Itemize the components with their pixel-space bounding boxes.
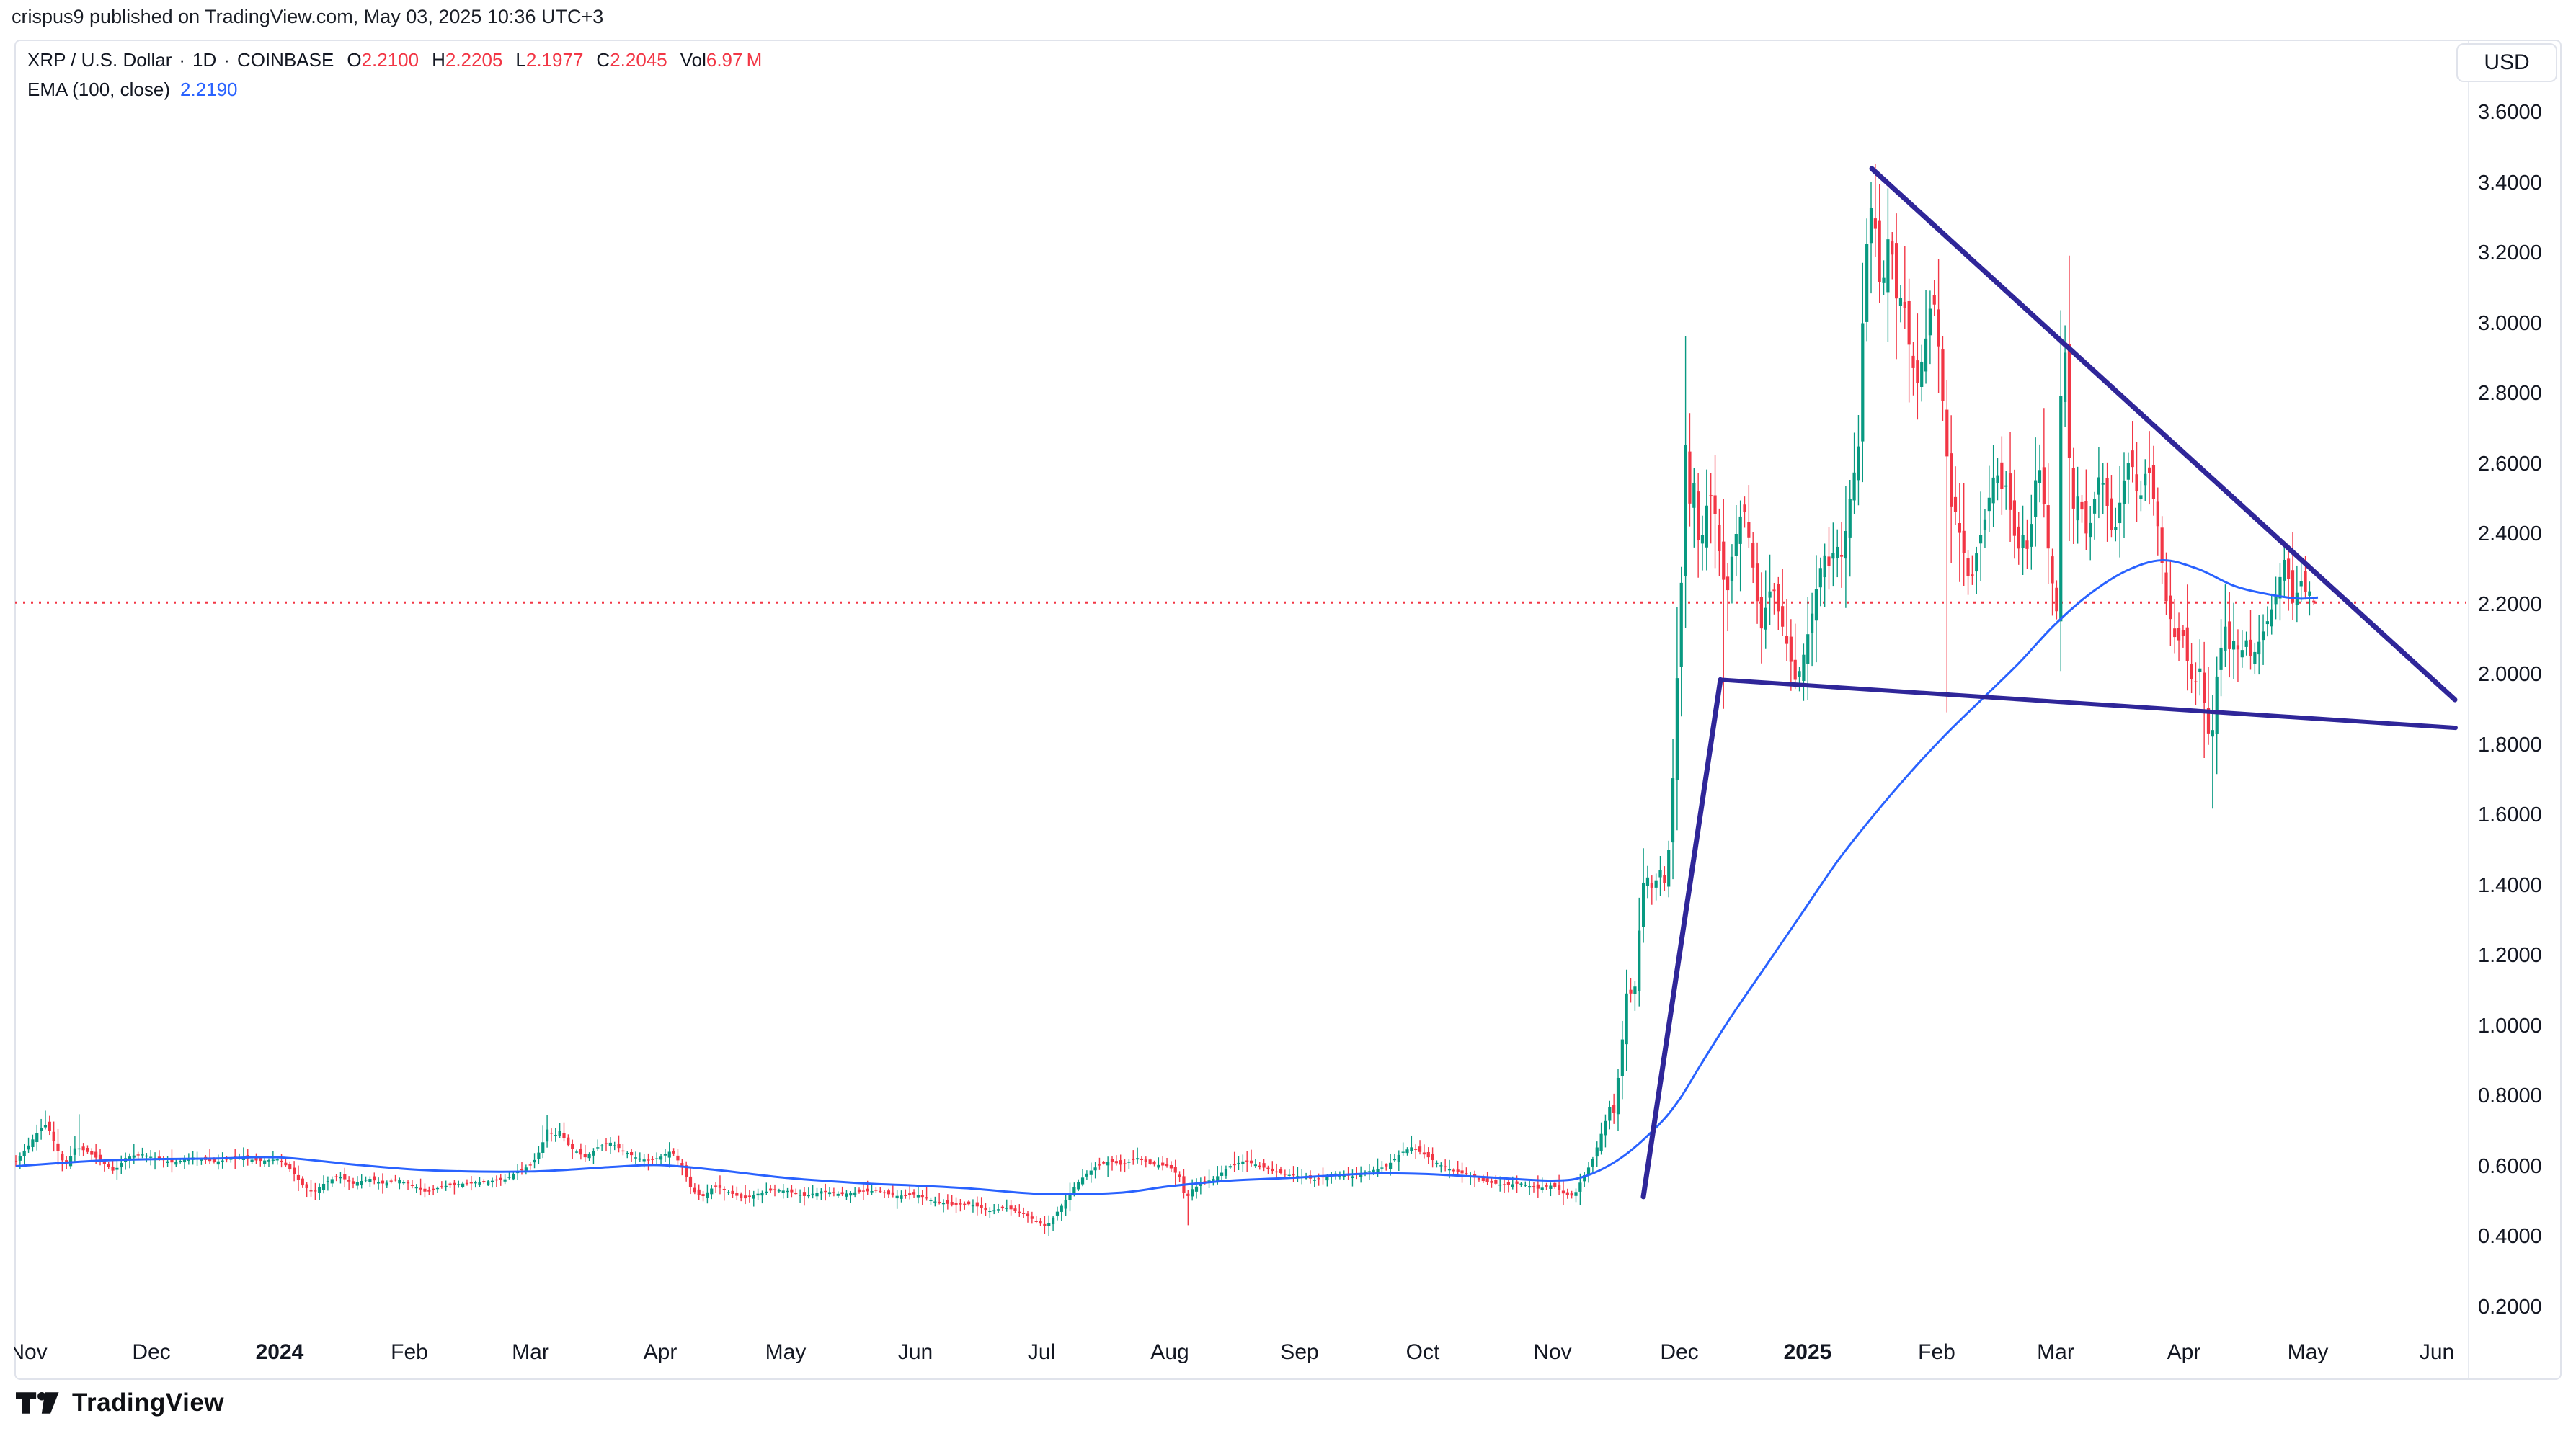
volume-label: Vol bbox=[680, 49, 706, 71]
interval-label[interactable]: 1D bbox=[192, 49, 217, 71]
time-tick-label: Nov bbox=[14, 1340, 48, 1364]
ema-line[interactable] bbox=[15, 559, 2319, 1195]
chart-legend: XRP / U.S. Dollar · 1D · COINBASE O 2.210… bbox=[27, 49, 762, 101]
time-tick-label: Mar bbox=[2037, 1340, 2074, 1364]
time-tick-label: Feb bbox=[1918, 1340, 1955, 1364]
price-axis[interactable]: 3.6000 3.4000 3.2000 3.0000 2.8000 2.6000 2.40… bbox=[2468, 40, 2576, 1380]
time-tick-label: 2024 bbox=[255, 1340, 304, 1364]
price-tick-label: 1.4000 bbox=[2478, 873, 2542, 897]
indicator-legend-row: EMA (100, close) 2.2190 bbox=[27, 79, 762, 101]
price-tick-label: 1.0000 bbox=[2478, 1014, 2542, 1038]
time-tick-label: 2025 bbox=[1783, 1340, 1832, 1364]
price-tick-label: 2.6000 bbox=[2478, 452, 2542, 476]
footer: TradingView bbox=[16, 1386, 224, 1419]
price-tick-label: 3.2000 bbox=[2478, 241, 2542, 264]
exchange-label: COINBASE bbox=[236, 49, 334, 71]
price-axis-separator bbox=[2468, 41, 2469, 1378]
attribution-text: crispus9 published on TradingView.com, M… bbox=[12, 6, 604, 27]
trendline-descending-resistance[interactable] bbox=[1869, 166, 2458, 703]
price-tick-label: 0.2000 bbox=[2478, 1295, 2542, 1319]
open-label: O bbox=[347, 49, 362, 71]
price-tick-label: 0.8000 bbox=[2478, 1084, 2542, 1107]
close-label: C bbox=[596, 49, 610, 71]
volume-value: 6.97 M bbox=[706, 49, 763, 71]
price-tick-label: 3.6000 bbox=[2478, 101, 2542, 124]
price-tick-label: 1.2000 bbox=[2478, 944, 2542, 967]
legend-separator: · bbox=[223, 49, 230, 71]
trendline-ascending-support[interactable] bbox=[1640, 677, 1723, 1200]
time-tick-label: Aug bbox=[1150, 1340, 1189, 1364]
tradingview-logo-icon[interactable] bbox=[16, 1386, 62, 1419]
brand-name[interactable]: TradingView bbox=[72, 1388, 225, 1417]
symbol-legend-row: XRP / U.S. Dollar · 1D · COINBASE O 2.210… bbox=[27, 49, 762, 71]
plot-area[interactable] bbox=[14, 164, 2466, 1236]
chart-card bbox=[14, 40, 2562, 1380]
time-tick-label: May bbox=[765, 1340, 807, 1364]
time-tick-label: Nov bbox=[1533, 1340, 1572, 1364]
time-tick-label: Sep bbox=[1280, 1340, 1319, 1364]
price-tick-label: 2.0000 bbox=[2478, 663, 2542, 686]
price-tick-label: 1.8000 bbox=[2478, 733, 2542, 757]
price-tick-label: 0.6000 bbox=[2478, 1154, 2542, 1178]
low-label: L bbox=[515, 49, 526, 71]
open-value: 2.2100 bbox=[361, 49, 419, 71]
price-tick-label: 2.8000 bbox=[2478, 382, 2542, 405]
time-tick-label: Mar bbox=[512, 1340, 549, 1364]
ema-indicator-label[interactable]: EMA (100, close) bbox=[27, 79, 170, 100]
high-value: 2.2205 bbox=[445, 49, 503, 71]
time-tick-label: Jun bbox=[2419, 1340, 2455, 1364]
time-tick-label: Jun bbox=[897, 1340, 933, 1364]
time-tick-label: Jul bbox=[1027, 1340, 1056, 1364]
currency-toggle[interactable]: USD bbox=[2456, 43, 2557, 82]
time-tick-label: Dec bbox=[1660, 1340, 1699, 1364]
price-tick-label: 3.4000 bbox=[2478, 171, 2542, 195]
close-value: 2.2045 bbox=[610, 49, 667, 71]
price-tick-label: 2.4000 bbox=[2478, 522, 2542, 545]
time-axis[interactable]: Nov Dec 2024 Feb Mar Apr May Jun Jul Aug Sep Oct Nov… bbox=[14, 1327, 2468, 1379]
legend-separator: · bbox=[179, 49, 186, 71]
time-tick-label: May bbox=[2287, 1340, 2329, 1364]
price-tick-label: 0.4000 bbox=[2478, 1225, 2542, 1248]
time-tick-label: Apr bbox=[643, 1340, 678, 1364]
trendline-lower-support[interactable] bbox=[1718, 677, 2458, 731]
time-tick-label: Feb bbox=[391, 1340, 428, 1364]
ema-indicator-value: 2.2190 bbox=[179, 79, 238, 100]
high-label: H bbox=[432, 49, 445, 71]
time-tick-label: Dec bbox=[132, 1340, 171, 1364]
candles-layer bbox=[15, 164, 2316, 1236]
low-value: 2.1977 bbox=[525, 49, 584, 71]
time-tick-label: Apr bbox=[2167, 1340, 2201, 1364]
symbol-title[interactable]: XRP / U.S. Dollar bbox=[27, 49, 172, 71]
price-tick-label: 3.0000 bbox=[2478, 311, 2542, 335]
price-tick-label: 1.6000 bbox=[2478, 803, 2542, 826]
time-tick-label: Oct bbox=[1405, 1340, 1440, 1364]
price-tick-label: 2.2000 bbox=[2478, 592, 2542, 616]
currency-label: USD bbox=[2484, 50, 2530, 74]
